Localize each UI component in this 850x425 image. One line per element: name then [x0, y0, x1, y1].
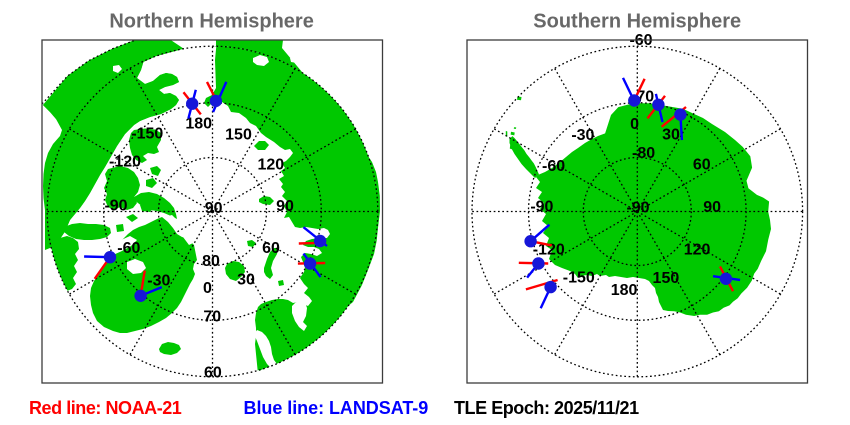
svg-text:-80: -80 — [632, 145, 655, 162]
svg-text:180: 180 — [185, 116, 212, 133]
svg-text:-90: -90 — [530, 199, 553, 216]
svg-text:0: 0 — [203, 280, 212, 297]
svg-text:60: 60 — [693, 156, 711, 173]
svg-text:0: 0 — [630, 116, 639, 133]
svg-text:-90: -90 — [626, 200, 649, 217]
svg-text:Red line: NOAA-21: Red line: NOAA-21 — [29, 398, 182, 418]
svg-text:TLE Epoch: 2025/11/21: TLE Epoch: 2025/11/21 — [454, 398, 639, 418]
svg-text:-30: -30 — [571, 127, 594, 144]
svg-text:90: 90 — [205, 200, 223, 217]
svg-text:-120: -120 — [109, 154, 141, 171]
svg-text:Southern Hemisphere: Southern Hemisphere — [533, 11, 741, 33]
svg-text:30: 30 — [237, 272, 255, 289]
svg-text:Blue line: LANDSAT-9: Blue line: LANDSAT-9 — [244, 398, 429, 418]
svg-text:-150: -150 — [563, 270, 595, 287]
svg-text:-150: -150 — [131, 125, 163, 142]
svg-text:Northern Hemisphere: Northern Hemisphere — [109, 11, 314, 33]
svg-text:70: 70 — [203, 309, 221, 326]
svg-text:120: 120 — [257, 157, 284, 174]
svg-text:150: 150 — [653, 270, 680, 287]
svg-text:90: 90 — [703, 199, 721, 216]
svg-text:150: 150 — [225, 127, 252, 144]
svg-text:120: 120 — [684, 241, 711, 258]
svg-text:90: 90 — [276, 198, 294, 215]
svg-text:-60: -60 — [542, 158, 565, 175]
svg-text:60: 60 — [204, 364, 222, 381]
svg-text:-120: -120 — [533, 241, 565, 258]
svg-text:60: 60 — [262, 240, 280, 257]
svg-text:80: 80 — [202, 253, 220, 270]
svg-text:30: 30 — [662, 126, 680, 143]
svg-text:-60: -60 — [117, 240, 140, 257]
svg-text:-90: -90 — [104, 198, 127, 215]
svg-text:-30: -30 — [147, 273, 170, 290]
svg-text:180: 180 — [611, 282, 638, 299]
